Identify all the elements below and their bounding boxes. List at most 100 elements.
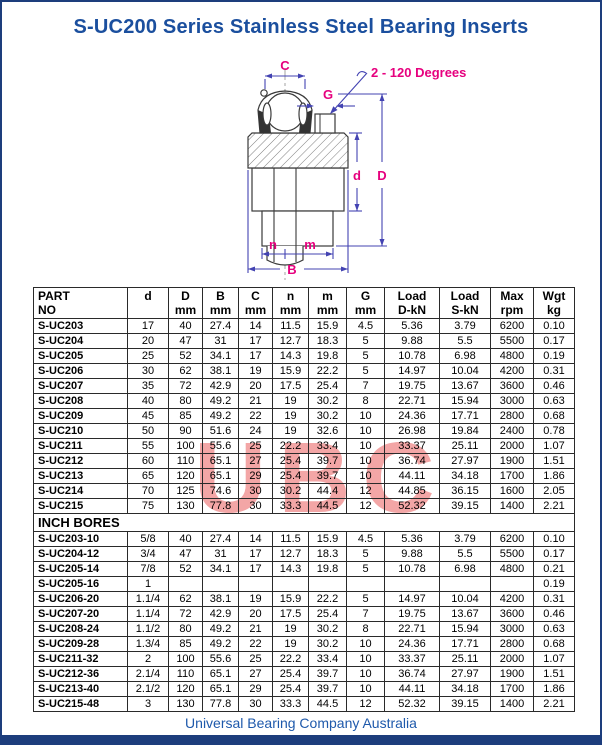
value-cell: 17: [238, 561, 273, 577]
value-cell: 100: [168, 438, 203, 454]
value-cell: 17.71: [439, 408, 491, 424]
value-cell: 14: [238, 531, 273, 547]
value-cell: 72: [168, 606, 203, 622]
value-cell: 70: [127, 483, 169, 499]
value-cell: 30: [238, 498, 273, 514]
value-cell: 30: [127, 363, 169, 379]
value-cell: 0.17: [533, 333, 575, 349]
dim-label-n: n: [269, 237, 277, 252]
value-cell: 19.8: [308, 561, 347, 577]
value-cell: 2800: [490, 408, 534, 424]
value-cell: 1700: [490, 681, 534, 697]
value-cell: 1.07: [533, 651, 575, 667]
dim-B: B: [247, 170, 349, 277]
value-cell: 15.94: [439, 621, 491, 637]
value-cell: 0.46: [533, 606, 575, 622]
value-cell: 3600: [490, 606, 534, 622]
value-cell: 100: [168, 651, 203, 667]
value-cell: 10: [346, 666, 385, 682]
value-cell: 24: [238, 423, 273, 439]
value-cell: 33.37: [384, 651, 440, 667]
value-cell: 10: [346, 453, 385, 469]
part-no-cell: S-UC211: [33, 438, 128, 454]
value-cell: 44.4: [308, 483, 347, 499]
part-no-cell: S-UC213-40: [33, 681, 128, 697]
value-cell: 18.3: [308, 546, 347, 562]
column-header: n mm: [272, 287, 309, 319]
value-cell: 22: [238, 408, 273, 424]
value-cell: 51.6: [202, 423, 239, 439]
value-cell: 19: [272, 393, 309, 409]
value-cell: 34.1: [202, 348, 239, 364]
value-cell: 1700: [490, 468, 534, 484]
value-cell: 44.11: [384, 468, 440, 484]
table-row: S-UC204-12 3/4 47 31 17 12.7 18.3 5 9.88 5.5 5500 0…: [33, 546, 575, 562]
inch-bores-label: INCH BORES: [33, 513, 575, 532]
table-body: S-UC203 17 40 27.4 14 11.5 15.9 4.5 5.36 3.79 6200…: [33, 318, 575, 712]
set-screw-collar: [314, 113, 336, 134]
value-cell: 120: [168, 681, 203, 697]
value-cell: 0.68: [533, 636, 575, 652]
annotation-set-screw-angle: 2 - 120 Degrees: [330, 65, 466, 114]
value-cell: 5500: [490, 546, 534, 562]
value-cell: 39.15: [439, 498, 491, 514]
value-cell: 0.19: [533, 348, 575, 364]
value-cell: 30.2: [308, 621, 347, 637]
table-row: S-UC210 50 90 51.6 24 19 32.6 10 26.98 19.84 2400 0…: [33, 423, 575, 439]
bearing-body: [247, 132, 349, 266]
value-cell: 10.78: [384, 348, 440, 364]
value-cell: 2.21: [533, 498, 575, 514]
dim-d: d: [349, 132, 362, 212]
value-cell: 25.11: [439, 651, 491, 667]
table-row: S-UC214 70 125 74.6 30 30.2 44.4 12 44.85 36.15 16…: [33, 483, 575, 499]
table-row: S-UC205-16 1 0.19: [33, 576, 575, 592]
table-row: S-UC207-20 1.1/4 72 42.9 20 17.5 25.4 7 19.75 13.…: [33, 606, 575, 622]
value-cell: 9.88: [384, 546, 440, 562]
table-row: S-UC208-24 1.1/2 80 49.2 21 19 30.2 8 22.71 15.94…: [33, 621, 575, 637]
dim-G: G: [297, 87, 355, 109]
value-cell: 33.4: [308, 651, 347, 667]
value-cell: 22.2: [272, 651, 309, 667]
table-row: S-UC212 60 110 65.1 27 25.4 39.7 10 36.74 27.97 19…: [33, 453, 575, 469]
value-cell: 19.84: [439, 423, 491, 439]
value-cell: 17.5: [272, 606, 309, 622]
value-cell: 20: [238, 606, 273, 622]
value-cell: 49.2: [202, 408, 239, 424]
value-cell: 49.2: [202, 636, 239, 652]
value-cell: 0.63: [533, 621, 575, 637]
value-cell: 2.05: [533, 483, 575, 499]
value-cell: 35: [127, 378, 169, 394]
value-cell: 38.1: [202, 591, 239, 607]
value-cell: 14.97: [384, 363, 440, 379]
value-cell: 8: [346, 393, 385, 409]
value-cell: 2000: [490, 438, 534, 454]
part-no-cell: S-UC212-36: [33, 666, 128, 682]
value-cell: 49.2: [202, 621, 239, 637]
value-cell: 110: [168, 453, 203, 469]
value-cell: 44.85: [384, 483, 440, 499]
value-cell: 4.5: [346, 531, 385, 547]
value-cell: 30: [238, 696, 273, 712]
value-cell: 0.46: [533, 378, 575, 394]
value-cell: 20: [127, 333, 169, 349]
value-cell: [439, 576, 491, 592]
value-cell: 36.74: [384, 666, 440, 682]
value-cell: 2: [127, 651, 169, 667]
value-cell: 25.4: [272, 666, 309, 682]
dim-D: D: [336, 93, 387, 247]
value-cell: 19.75: [384, 378, 440, 394]
value-cell: 40: [168, 531, 203, 547]
value-cell: 27.4: [202, 531, 239, 547]
value-cell: 62: [168, 363, 203, 379]
value-cell: 36.74: [384, 453, 440, 469]
value-cell: 47: [168, 546, 203, 562]
value-cell: 25.4: [272, 468, 309, 484]
value-cell: 5/8: [127, 531, 169, 547]
table-row: S-UC203 17 40 27.4 14 11.5 15.9 4.5 5.36 3.79 6200…: [33, 318, 575, 334]
table-row: S-UC207 35 72 42.9 20 17.5 25.4 7 19.75 13.67 3600…: [33, 378, 575, 394]
value-cell: 1.1/4: [127, 591, 169, 607]
value-cell: 15.94: [439, 393, 491, 409]
dim-label-D: D: [377, 168, 386, 183]
value-cell: 2800: [490, 636, 534, 652]
